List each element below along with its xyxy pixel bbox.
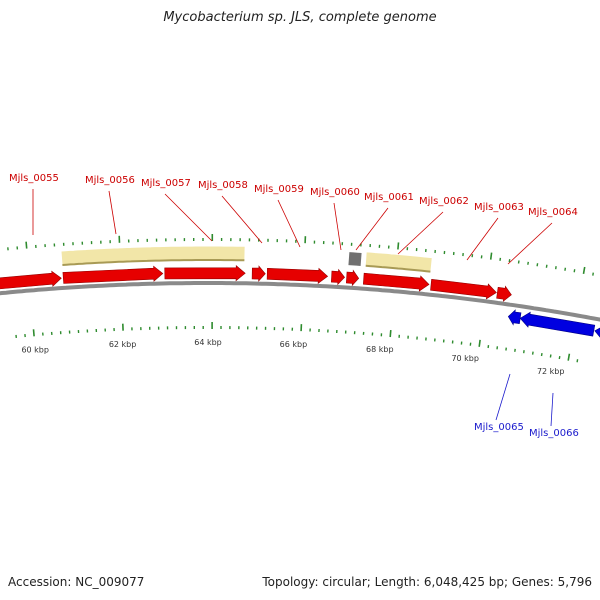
scale-labels: 60 kbp 62 kbp 64 kbp 66 kbp 68 kbp 70 kbp 72 k…: [21, 338, 564, 376]
reverse-gene-arrow-0: [507, 309, 522, 326]
genome-summary: Topology: circular; Length: 6,048,425 bp…: [262, 575, 592, 589]
gene-label-top: Mjls_0062: [419, 196, 469, 207]
inner-tick: [32, 329, 35, 337]
forward-gene-arrow-5: [330, 268, 345, 286]
outer-tick: [592, 272, 594, 276]
scale-label: 60 kbp: [21, 345, 49, 354]
gene-arrows: [0, 252, 600, 338]
scale-label: 62 kbp: [109, 340, 137, 349]
outer-tick: [397, 242, 400, 250]
gene-label-top: Mjls_0063: [474, 202, 524, 213]
scale-label: 64 kbp: [194, 338, 222, 347]
forward-gene-arrow-3: [251, 265, 266, 282]
forward-gene-arrow-6: [345, 269, 360, 287]
leader-line-bottom: [495, 373, 511, 421]
inner-tick: [478, 339, 481, 347]
inner-tick: [389, 330, 392, 338]
scale-label: 66 kbp: [280, 340, 308, 349]
outer-tick: [25, 241, 28, 249]
cds-region-1: [365, 252, 432, 272]
gene-label-top: Mjls_0058: [198, 180, 248, 191]
leader-line-top: [108, 190, 117, 235]
leader-line-top: [164, 193, 213, 242]
forward-gene-arrow-4: [266, 267, 329, 285]
gene-labels: Mjls_0055 Mjls_0056 Mjls_0057 Mjls_0058 Mjls…: [9, 173, 579, 439]
inner-tick: [531, 351, 534, 355]
label-leaders: [32, 189, 554, 427]
map-title: Mycobacterium sp. JLS, complete genome: [163, 10, 437, 25]
reverse-gene-arrow-1: [519, 311, 596, 337]
outer-tick: [545, 264, 548, 268]
cds-region-0: [61, 246, 245, 265]
gene-label-top: Mjls_0064: [528, 207, 578, 218]
inner-tick: [567, 353, 571, 361]
inner-tick: [576, 359, 579, 363]
forward-gene-arrow-1: [62, 265, 164, 284]
cds-region-edge-1: [365, 264, 431, 273]
inner-tick-track: [15, 322, 579, 363]
outer-tick: [582, 266, 586, 275]
forward-gene-arrow-8: [430, 278, 497, 300]
outer-tick: [517, 260, 520, 264]
inner-tick: [549, 354, 552, 358]
outer-tick: [536, 263, 539, 267]
leader-line-top: [355, 207, 389, 251]
leader-line-top: [507, 222, 553, 265]
scale-label: 68 kbp: [366, 345, 394, 354]
leader-line-bottom: [550, 392, 554, 427]
gene-label-top: Mjls_0057: [141, 178, 191, 189]
gene-label-top: Mjls_0061: [364, 192, 414, 203]
cds-region-edge-0: [62, 259, 245, 266]
leader-line-top: [277, 199, 301, 248]
gene-label-top: Mjls_0059: [254, 184, 304, 195]
backbone-line: [0, 281, 600, 322]
reverse-gene-arrow-2: [594, 327, 600, 338]
cds-regions: [61, 246, 432, 273]
gene-label-top: Mjls_0055: [9, 173, 59, 184]
forward-gene-arrow-9: [496, 285, 512, 302]
leader-line-top: [397, 211, 444, 255]
forward-gene-arrow-2: [164, 265, 246, 282]
forward-gene-arrow-7: [362, 272, 430, 292]
outer-tick: [573, 269, 576, 273]
outer-tick: [564, 267, 567, 271]
gene-label-top: Mjls_0056: [85, 175, 135, 186]
leader-line-top: [466, 217, 499, 261]
leader-line-top: [333, 202, 342, 251]
outer-tick-track: [7, 234, 594, 276]
inner-tick: [540, 352, 543, 357]
gene-label-top: Mjls_0060: [310, 187, 360, 198]
gray-feature: [348, 252, 362, 266]
outer-tick: [489, 252, 493, 260]
leader-line-top: [221, 195, 263, 244]
genome-backbone: [0, 281, 600, 322]
forward-gene-arrow-0: [0, 270, 62, 290]
inner-tick: [558, 355, 561, 360]
outer-tick: [527, 261, 529, 265]
gene-label-bottom: Mjls_0066: [529, 428, 579, 439]
scale-label: 70 kbp: [451, 354, 479, 363]
scale-label: 72 kbp: [537, 367, 565, 376]
gene-label-bottom: Mjls_0065: [474, 422, 524, 433]
accession-text: Accession: NC_009077: [8, 575, 145, 589]
